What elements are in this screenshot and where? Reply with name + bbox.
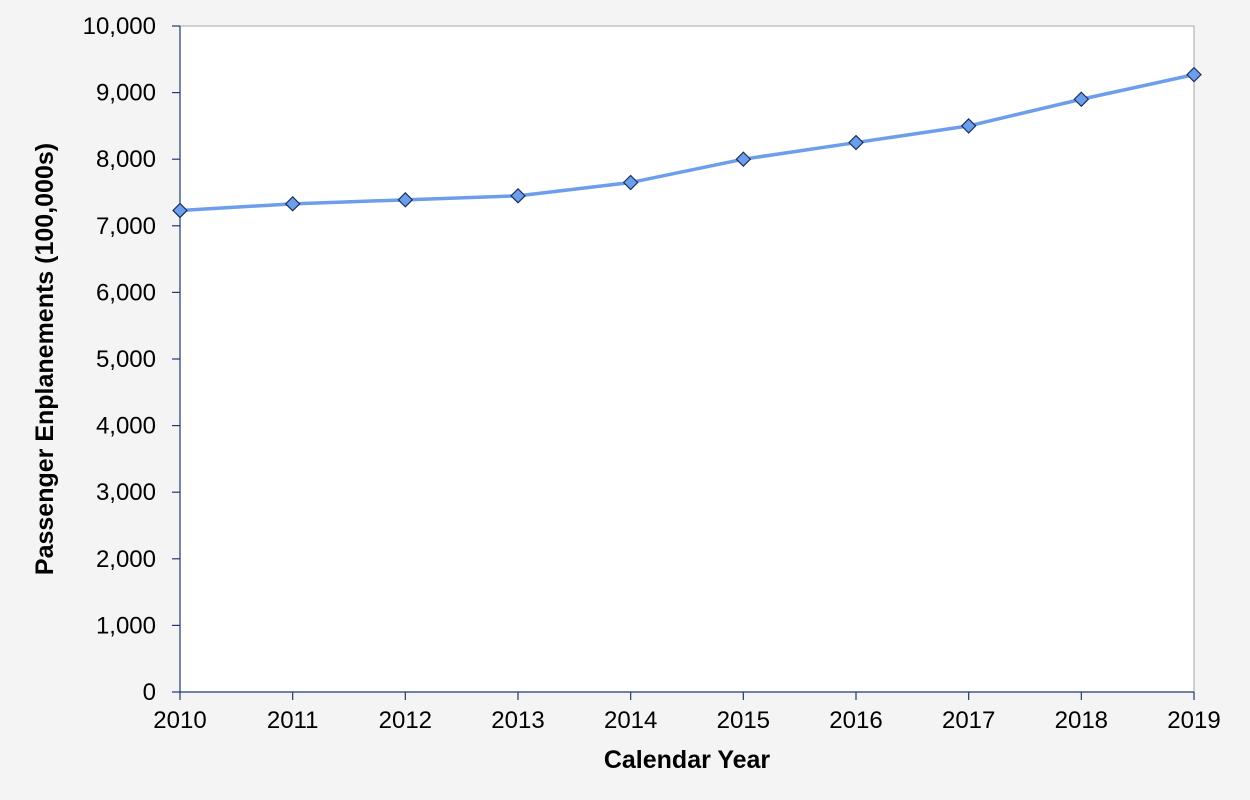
data-point-marker: [848, 134, 864, 151]
y-tick-label: 5,000: [96, 346, 156, 373]
y-tick-label: 6,000: [96, 279, 156, 306]
x-axis-title: Calendar Year: [604, 746, 771, 774]
y-tick-label: 7,000: [96, 213, 156, 240]
x-tick-label: 2010: [153, 707, 206, 734]
y-tick-label: 2,000: [96, 546, 156, 573]
data-point-marker: [735, 151, 752, 168]
x-tick-label: 2012: [379, 707, 432, 734]
x-tick-label: 2016: [829, 707, 882, 734]
y-tick-label: 9,000: [96, 80, 156, 107]
x-tick-label: 2013: [491, 707, 544, 734]
y-axis-ticks: 0 1,000 2,000 3,000 4,000 5,000 6,000 7,000 8,00…: [83, 13, 180, 706]
data-point-marker: [1073, 91, 1090, 108]
data-point-marker: [397, 191, 414, 208]
data-point-marker: [510, 187, 526, 204]
data-point-marker: [960, 118, 977, 134]
x-axis-ticks: 2010 2011 2012 2013 2014 2015 2016 2017 2018 2019: [153, 692, 1221, 734]
data-point-marker: [622, 174, 639, 191]
series-line: [178, 72, 1196, 213]
plot-area: [179, 25, 1195, 693]
y-axis-title: Passenger Enplanements (100,000s): [31, 143, 59, 575]
x-tick-label: 2019: [1167, 707, 1220, 734]
x-tick-label: 2011: [267, 707, 319, 734]
y-tick-label: 10,000: [83, 13, 156, 40]
series-layer: [172, 66, 1202, 219]
y-tick-label: 3,000: [96, 479, 156, 506]
data-point-marker: [172, 202, 188, 219]
x-tick-label: 2017: [942, 707, 995, 734]
y-tick-label: 0: [143, 679, 156, 706]
x-tick-label: 2015: [717, 707, 770, 734]
data-point-marker: [284, 195, 301, 212]
x-tick-label: 2014: [604, 707, 657, 734]
y-tick-label: 1,000: [96, 612, 156, 639]
data-point-marker: [1186, 66, 1202, 83]
y-tick-label: 4,000: [96, 413, 156, 440]
y-tick-label: 8,000: [96, 146, 156, 173]
x-tick-label: 2018: [1055, 707, 1108, 734]
